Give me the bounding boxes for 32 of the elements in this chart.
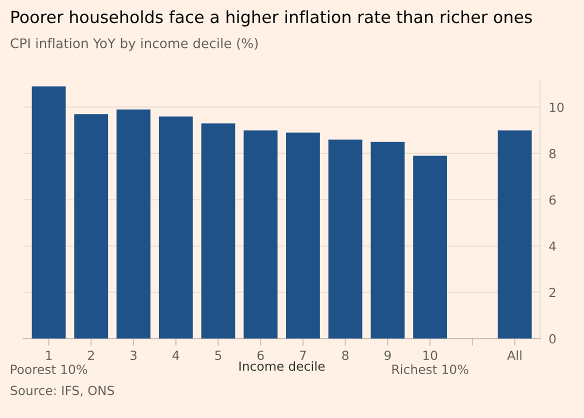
bar [74, 114, 108, 339]
bar [116, 110, 150, 339]
x-tick-label: 4 [172, 350, 180, 360]
bar [328, 140, 362, 339]
y-tick-label: 8 [549, 148, 556, 158]
x-axis-title: Income decile [239, 361, 325, 371]
x-tick-label: 8 [342, 350, 348, 360]
x-tick-label: 1 Poorest 10% [10, 350, 88, 374]
y-tick-label: 10 [550, 102, 564, 112]
chart-title: Poorer households face a higher inflation rate than richer ones [12, 10, 532, 26]
x-tick-label: 6 [257, 350, 264, 360]
source-note: Source: IFS, ONS [10, 386, 114, 396]
y-tick-label: 6 [549, 195, 556, 205]
x-tick-label: 10 Richest 10% [392, 350, 468, 374]
bar [498, 130, 532, 339]
x-tick-label: 9 [384, 350, 391, 360]
bar [158, 116, 193, 339]
bar [244, 130, 278, 339]
x-tick-label: 3 [130, 350, 136, 360]
chart-subtitle: CPI inflation YoY by income decile (%) [10, 38, 258, 51]
y-tick-label: 0 [549, 334, 556, 344]
x-tick-label: All [507, 350, 522, 360]
bar [413, 156, 447, 339]
x-tick-label: 7 [300, 350, 306, 360]
bar [201, 123, 236, 339]
y-tick-label: 4 [549, 242, 556, 251]
x-tick-label: 2 [88, 350, 94, 360]
bar [370, 142, 405, 339]
bar [32, 86, 66, 339]
bar [286, 132, 320, 339]
x-tick-label: 5 [215, 350, 222, 360]
y-tick-label: 2 [549, 288, 556, 298]
